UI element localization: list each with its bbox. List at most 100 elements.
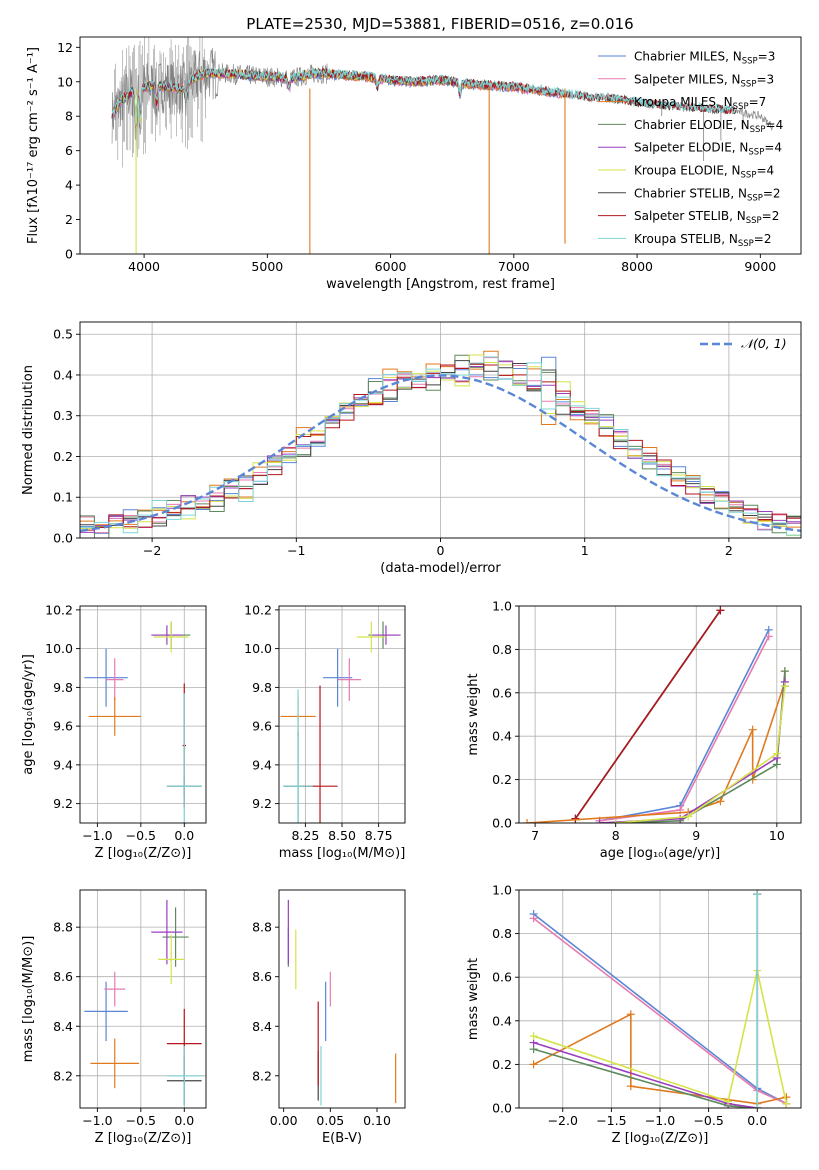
plot-area-weight-vs-Z	[529, 890, 791, 1108]
y-tick-label: 0.6	[492, 685, 512, 700]
y-tick-label: 0.0	[53, 531, 73, 546]
y-tick-label: 1.0	[492, 883, 512, 898]
legend-label: Kroupa MILES, NSSP=7	[634, 95, 766, 112]
plot-area-mass-vs-ebv	[287, 899, 397, 1106]
legend-label: 𝒩(0, 1)	[741, 336, 787, 351]
panel-residuals: −2 −1 0 1 2 0.0 0.1 0.2 0.3 0.4 0.5 (data-model)/er…	[21, 321, 802, 576]
y-tick-label: 8.8	[53, 920, 73, 935]
y-axis-label: Normed distribution	[21, 365, 36, 495]
x-tick-label: 0.00	[270, 1113, 298, 1128]
x-tick-label: 7000	[498, 259, 530, 274]
histogram-line	[80, 356, 801, 536]
x-tick-label: 10	[769, 828, 785, 843]
y-tick-label: 0.6	[492, 970, 512, 985]
y-tick-label: 6	[65, 143, 73, 158]
legend-label: Chabrier MILES, NSSP=3	[634, 50, 775, 67]
weight-line	[615, 686, 786, 823]
panel-weight-vs-age: 7 8 9 10 0.0 0.2 0.4 0.6 0.8 1.0 age [log₁₀(age/yr…	[466, 599, 802, 861]
y-tick-label: 10.0	[244, 641, 272, 656]
plot-area-spectrum	[111, 37, 773, 254]
x-tick-label: 0.0	[747, 1113, 767, 1128]
x-tick-label: 8	[612, 828, 620, 843]
legend-label: Salpeter ELODIE, NSSP=4	[634, 141, 782, 158]
y-tick-label: 0.8	[492, 642, 512, 657]
x-tick-label: 8000	[621, 259, 653, 274]
y-tick-label: 10.2	[244, 602, 272, 617]
y-tick-label: 0.0	[492, 816, 512, 831]
legend-label: Kroupa ELODIE, NSSP=4	[634, 164, 774, 181]
weight-line	[615, 671, 786, 823]
panel-mass-vs-ebv: 0.00 0.05 0.10 8.2 8.4 8.6 8.8 E(B-V)	[252, 889, 406, 1146]
y-axis-label: mass weight	[466, 958, 481, 1040]
weight-line	[574, 609, 722, 820]
y-axis-label: mass weight	[466, 673, 481, 755]
y-tick-label: 0.4	[492, 729, 512, 744]
legend-label: Salpeter MILES, NSSP=3	[634, 72, 774, 89]
x-axis-label: E(B-V)	[322, 1131, 362, 1146]
weight-line	[533, 970, 788, 1104]
y-tick-label: 0.5	[53, 327, 73, 342]
y-tick-label: 10	[57, 74, 73, 89]
plot-area-weight-vs-age	[523, 606, 789, 823]
axes-age-vs-Z: −1.0 −0.5 0.0 9.2 9.4 9.6 9.8 10.0 10.2 Z [log₁₀(…	[21, 602, 207, 861]
x-tick-label: −2.0	[548, 1113, 578, 1128]
x-tick-label: 9	[692, 828, 700, 843]
y-axis-label: Flux [fλ10⁻¹⁷ erg cm⁻² s⁻¹ A⁻¹]	[26, 47, 41, 244]
x-tick-label: 4000	[128, 259, 160, 274]
y-tick-label: 8.6	[53, 969, 73, 984]
y-tick-label: 0.2	[492, 1057, 512, 1072]
x-tick-label: 5000	[251, 259, 283, 274]
gaussian-curve	[80, 374, 801, 533]
x-tick-label: 2	[725, 543, 733, 558]
y-tick-label: 9.6	[252, 719, 272, 734]
x-tick-label: −1.0	[645, 1113, 675, 1128]
plot-area-age-vs-Z	[84, 621, 202, 823]
y-tick-label: 10.0	[45, 641, 73, 656]
axes-frame	[278, 889, 406, 1109]
x-tick-label: −0.5	[693, 1113, 723, 1128]
panel-age-vs-mass: 8.25 8.50 8.75 9.2 9.4 9.6 9.8 10.0 10.2 mass [lo…	[244, 602, 406, 861]
y-tick-label: 4	[65, 178, 73, 193]
axes-residuals: −2 −1 0 1 2 0.0 0.1 0.2 0.3 0.4 0.5 (data-model)/er…	[21, 321, 802, 576]
y-tick-label: 0	[65, 247, 73, 262]
x-tick-label: −1.5	[596, 1113, 626, 1128]
y-tick-label: 8.6	[252, 969, 272, 984]
axes-frame	[79, 889, 207, 1109]
y-tick-label: 2	[65, 212, 73, 227]
y-tick-label: 9.8	[252, 680, 272, 695]
model-line	[111, 66, 736, 127]
y-tick-label: 8.2	[53, 1068, 73, 1083]
y-tick-label: 8.4	[53, 1019, 73, 1034]
axes-frame	[79, 36, 802, 255]
x-tick-label: 0	[437, 543, 445, 558]
axes-mass-vs-Z: −1.0 −0.5 0.0 8.2 8.4 8.6 8.8 Z [log₁₀(Z/Z⊙)] ma…	[21, 889, 207, 1146]
x-tick-label: 0.05	[316, 1113, 344, 1128]
x-tick-label: 8.25	[291, 828, 319, 843]
y-tick-label: 0.2	[53, 449, 73, 464]
weight-line	[599, 636, 770, 822]
x-tick-label: 0.10	[363, 1113, 391, 1128]
legend-label: Kroupa STELIB, NSSP=2	[634, 232, 772, 249]
y-tick-label: 0.1	[53, 490, 73, 505]
axes-frame	[518, 605, 802, 824]
x-tick-label: 0.0	[174, 1113, 194, 1128]
x-tick-label: 7	[531, 828, 539, 843]
x-axis-label: Z [log₁₀(Z/Z⊙)]	[612, 1131, 709, 1146]
panels: 4000 5000 6000 7000 8000 9000024681012wavelen…	[21, 36, 802, 1146]
weight-line	[533, 1041, 758, 1108]
plot-area-age-vs-mass	[280, 621, 401, 823]
weight-line	[599, 629, 770, 822]
x-tick-label: −1.0	[82, 828, 112, 843]
panel-mass-vs-Z: −1.0 −0.5 0.0 8.2 8.4 8.6 8.8 Z [log₁₀(Z/Z⊙)] ma…	[21, 889, 207, 1146]
y-tick-label: 8.8	[252, 920, 272, 935]
x-tick-label: 8.50	[328, 828, 356, 843]
axes-mass-vs-ebv: 0.00 0.05 0.10 8.2 8.4 8.6 8.8 E(B-V)	[252, 889, 406, 1146]
panel-age-vs-Z: −1.0 −0.5 0.0 9.2 9.4 9.6 9.8 10.0 10.2 Z [log₁₀(…	[21, 602, 207, 861]
axes-weight-vs-Z: −2.0 −1.5 −1.0 −0.5 0.0 0.0 0.2 0.4 0.6 0.8 1.0 Z […	[466, 883, 802, 1146]
x-axis-label: (data-model)/error	[380, 561, 501, 576]
legend-label: Chabrier STELIB, NSSP=2	[634, 186, 781, 203]
axes-age-vs-mass: 8.25 8.50 8.75 9.2 9.4 9.6 9.8 10.0 10.2 mass [lo…	[244, 602, 406, 861]
x-tick-label: −0.5	[126, 828, 156, 843]
x-tick-label: −0.5	[126, 1113, 156, 1128]
